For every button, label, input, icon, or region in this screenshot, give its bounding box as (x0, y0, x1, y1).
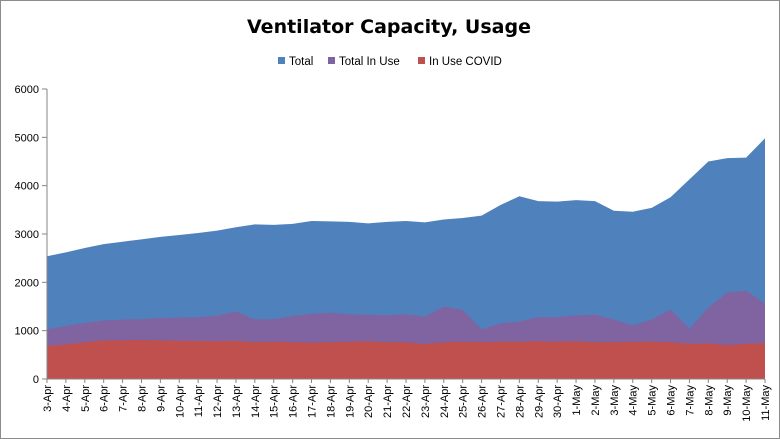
x-tick-label: 11-Apr (193, 385, 205, 418)
y-tick-label: 2000 (15, 277, 39, 289)
x-tick-label: 24-Apr (439, 385, 451, 418)
x-tick-label: 10-Apr (174, 385, 186, 418)
x-tick-label: 28-Apr (514, 385, 526, 418)
x-axis: 3-Apr 4-Apr 5-Apr 6-Apr 7-Apr 8-Apr 9-Apr 10-Ap… (42, 378, 772, 422)
x-tick-label: 22-Apr (401, 385, 413, 418)
x-tick-label: 19-Apr (344, 385, 356, 418)
x-tick-label: 3-Apr (42, 385, 54, 412)
x-tick-label: 7-Apr (118, 385, 130, 412)
x-tick-label: 14-Apr (250, 385, 262, 418)
x-tick-label: 9-May (722, 385, 734, 416)
x-tick-label: 8-Apr (136, 385, 148, 412)
x-tick-label: 5-Apr (80, 385, 92, 412)
x-tick-label: 7-May (684, 385, 696, 416)
x-tick-label: 12-Apr (212, 385, 224, 418)
x-tick-label: 29-Apr (533, 385, 545, 418)
x-tick-label: 2-May (590, 385, 602, 416)
chart-title: Ventilator Capacity, Usage (247, 16, 531, 38)
x-tick-label: 9-Apr (155, 385, 167, 412)
x-tick-label: 27-Apr (495, 385, 507, 418)
x-tick-label: 23-Apr (420, 385, 432, 418)
legend-swatch (278, 57, 285, 64)
x-tick-label: 26-Apr (477, 385, 489, 418)
y-tick-label: 4000 (15, 181, 39, 193)
y-tick-label: 3000 (15, 229, 39, 241)
y-axis: 0 1000 2000 3000 4000 5000 6000 (15, 84, 48, 386)
x-tick-label: 4-May (628, 385, 640, 416)
x-tick-label: 3-May (609, 385, 621, 416)
y-tick-label: 1000 (15, 326, 39, 338)
x-tick-label: 5-May (647, 385, 659, 416)
x-tick-label: 8-May (703, 385, 715, 416)
x-tick-label: 11-May (760, 385, 772, 421)
y-tick-label: 6000 (15, 84, 39, 96)
legend-label: Total (289, 56, 313, 68)
legend-item-total-in-use: Total In Use (328, 56, 400, 68)
legend-item-total: Total (278, 56, 313, 68)
x-tick-label: 1-May (571, 385, 583, 416)
x-tick-label: 21-Apr (382, 385, 394, 418)
y-tick-label: 5000 (15, 132, 39, 144)
x-tick-label: 16-Apr (288, 385, 300, 418)
x-tick-label: 18-Apr (325, 385, 337, 418)
legend-item-in-use-covid: In Use COVID (418, 56, 502, 68)
x-tick-label: 6-Apr (99, 385, 111, 412)
x-tick-label: 25-Apr (458, 385, 470, 418)
plot-area (47, 138, 765, 379)
x-tick-label: 13-Apr (231, 385, 243, 418)
x-tick-label: 6-May (666, 385, 678, 416)
x-tick-label: 20-Apr (363, 385, 375, 418)
legend: Total Total In Use In Use COVID (278, 56, 502, 68)
x-tick-label: 10-May (741, 385, 753, 422)
area-in-use-covid (47, 339, 765, 379)
legend-label: In Use COVID (429, 56, 502, 68)
legend-swatch (328, 57, 335, 64)
x-tick-label: 30-Apr (552, 385, 564, 418)
legend-label: Total In Use (339, 56, 400, 68)
y-tick-label: 0 (33, 374, 39, 386)
x-tick-label: 17-Apr (307, 385, 319, 418)
x-tick-label: 15-Apr (269, 385, 281, 418)
x-tick-label: 4-Apr (61, 385, 73, 412)
legend-swatch (418, 57, 425, 64)
